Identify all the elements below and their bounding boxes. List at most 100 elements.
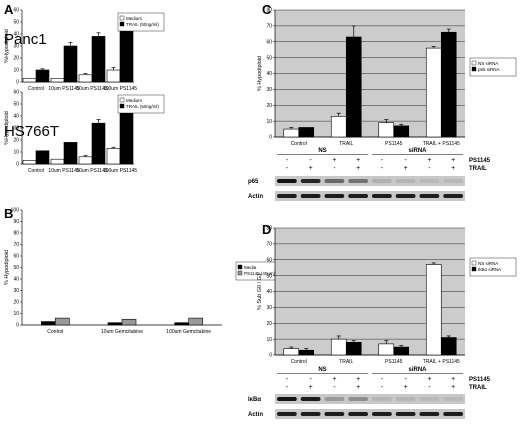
y-tick-label: 60 bbox=[13, 254, 19, 260]
y-axis-title: %Hypodiploid bbox=[4, 111, 10, 145]
lane-sign: - bbox=[428, 165, 431, 172]
x-tick-label: 50um PS1145 bbox=[76, 168, 108, 174]
blot-row-label: PS1145 bbox=[469, 377, 491, 383]
bar-a2-s0-c0 bbox=[22, 160, 37, 165]
lane-sign: + bbox=[356, 376, 360, 383]
y-tick-label: 60 bbox=[266, 39, 272, 45]
blot-band bbox=[348, 397, 368, 401]
blot-strip bbox=[275, 409, 465, 419]
y-tick-label: 60 bbox=[13, 8, 19, 14]
legend-swatch bbox=[471, 60, 477, 66]
bar-b-s0-c0 bbox=[41, 321, 56, 326]
panel-letter: B bbox=[4, 206, 13, 221]
western-blot-c: NS siRNA- - + + - - + + PS1145- + - + - + - + TRAILp65Act… bbox=[248, 148, 491, 201]
y-tick-label: 20 bbox=[266, 103, 272, 109]
bar-a1-s1-c0 bbox=[35, 69, 50, 83]
y-tick-label: 0 bbox=[269, 353, 272, 359]
y-tick-label: 0 bbox=[16, 323, 19, 329]
blot-band-label: Actin bbox=[248, 412, 263, 418]
bar-d-s0-c0 bbox=[283, 348, 300, 356]
y-axis-title: % Hypodiploid bbox=[257, 56, 263, 91]
bar-b-s1-c2 bbox=[188, 317, 203, 326]
panel-letter: A bbox=[4, 2, 14, 17]
legend-swatch bbox=[471, 266, 477, 272]
chart-a1: 0 10 20 30 40 50 60 %Hypodiploid Control 10um PS1… bbox=[4, 2, 165, 92]
blot-band bbox=[419, 397, 440, 401]
y-tick-label: 40 bbox=[266, 289, 272, 295]
y-tick-label: 70 bbox=[266, 24, 272, 30]
bar-d-s1-c3 bbox=[440, 337, 457, 356]
legend-swatch bbox=[237, 264, 243, 270]
bar-b-s1-c1 bbox=[121, 318, 137, 326]
blot-band bbox=[300, 194, 321, 198]
lane-sign: - bbox=[381, 384, 384, 391]
bar-a1-s1-c3 bbox=[119, 27, 134, 83]
bar-a1-s0-c2 bbox=[78, 74, 93, 83]
bar-a2-s1-c2 bbox=[91, 122, 106, 165]
lane-sign: + bbox=[309, 384, 313, 391]
lane-sign: + bbox=[451, 376, 455, 383]
y-tick-label: 90 bbox=[13, 219, 19, 225]
blot-band bbox=[443, 179, 463, 183]
bar-a2-s1-c1 bbox=[63, 142, 78, 165]
bar-b-s0-c2 bbox=[174, 322, 189, 326]
lane-sign: + bbox=[332, 157, 336, 164]
blot-band bbox=[277, 412, 297, 416]
blot-band bbox=[419, 194, 440, 198]
lane-sign: - bbox=[309, 376, 312, 383]
x-tick-label: TRAIL + PS1145 bbox=[423, 141, 460, 147]
y-tick-label: 20 bbox=[13, 56, 19, 62]
y-tick-label: 10 bbox=[266, 337, 272, 343]
y-tick-label: 100 bbox=[11, 208, 20, 214]
blot-band bbox=[277, 397, 297, 401]
x-tick-label: Control bbox=[291, 141, 307, 147]
blot-band bbox=[372, 397, 392, 401]
x-tick-label: Control bbox=[47, 329, 63, 335]
blot-band bbox=[372, 412, 392, 416]
lane-sign: - bbox=[404, 157, 407, 164]
legend-swatch bbox=[119, 97, 125, 103]
blot-band bbox=[348, 412, 368, 416]
legend-label: TRAIL (50ng/ml) bbox=[126, 22, 159, 27]
lane-sign: - bbox=[286, 157, 289, 164]
blot-band bbox=[395, 194, 416, 198]
western-blot-d: NS siRNA- - + + - - + + PS1145- + - + - + - + TRAILIκBαAc… bbox=[248, 367, 491, 419]
lane-sign: - bbox=[286, 165, 289, 172]
chart-c: 0 10 20 30 40 50 60 70 80 % Hypodiploid Control TRA… bbox=[257, 2, 517, 147]
x-tick-label: TRAIL bbox=[339, 141, 353, 147]
cell-line-label: Panc1 bbox=[4, 31, 47, 48]
legend-box bbox=[117, 94, 165, 114]
legend-swatch bbox=[119, 21, 125, 27]
bar-d-s1-c1 bbox=[345, 341, 362, 356]
blot-band bbox=[443, 397, 463, 401]
x-tick-label: 10um PS1145 bbox=[48, 86, 80, 92]
y-tick-label: 80 bbox=[266, 8, 272, 14]
bar-b-s1-c0 bbox=[55, 317, 70, 326]
blot-strip bbox=[275, 191, 465, 201]
blot-band bbox=[443, 412, 463, 416]
bar-a1-s0-c1 bbox=[50, 78, 65, 83]
blot-band bbox=[372, 179, 392, 183]
lane-sign: + bbox=[356, 157, 360, 164]
bar-c-s0-c1 bbox=[330, 116, 347, 138]
blot-band bbox=[348, 179, 368, 183]
lane-sign: - bbox=[333, 165, 336, 172]
blot-band bbox=[395, 397, 416, 401]
blot-band-label: Actin bbox=[248, 194, 263, 200]
lane-sign: + bbox=[356, 165, 360, 172]
lane-sign: + bbox=[404, 384, 408, 391]
bar-d-s0-c3 bbox=[425, 264, 442, 356]
x-tick-label: Control bbox=[291, 359, 307, 365]
lane-sign: + bbox=[332, 376, 336, 383]
y-tick-label: 30 bbox=[13, 44, 19, 50]
x-tick-label: PS1145 bbox=[385, 359, 403, 365]
blot-group-label: siRNA bbox=[408, 148, 427, 154]
blot-band-label: IκBα bbox=[248, 397, 261, 403]
lane-sign: + bbox=[451, 157, 455, 164]
bar-a2-s0-c1 bbox=[50, 158, 65, 165]
y-tick-label: 0 bbox=[16, 162, 19, 168]
x-tick-label: 50um PS1145 bbox=[76, 86, 108, 92]
bar-a2-s1-c0 bbox=[35, 150, 50, 165]
x-tick-label: 100um PS1145 bbox=[103, 168, 137, 174]
